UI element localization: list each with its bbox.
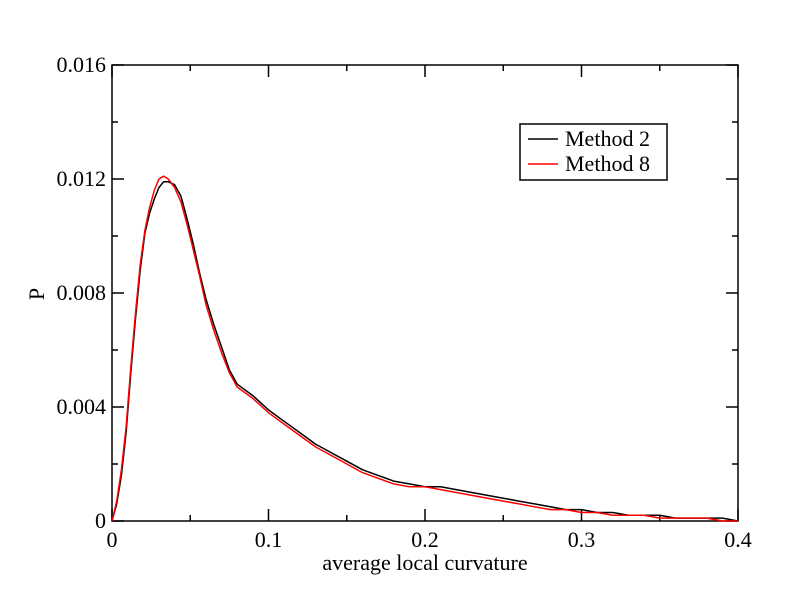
- y-tick-label: 0.008: [57, 280, 107, 305]
- x-tick-label: 0.1: [255, 527, 283, 552]
- x-tick-label: 0.4: [724, 527, 752, 552]
- x-tick-label: 0: [107, 527, 118, 552]
- plot-area: 0 0.1 0.2 0.3 0.4 0 0.004 0.008 0.012 0.016 Method…: [57, 52, 752, 552]
- x-axis-label: average local curvature: [322, 550, 527, 575]
- y-tick-label: 0.016: [57, 52, 107, 77]
- series-line-method-8: [111, 175, 738, 522]
- legend-box: [519, 123, 668, 181]
- x-tick-label: 0.3: [568, 527, 596, 552]
- legend-label-method-2: Method 2: [565, 126, 650, 151]
- y-tick-label: 0: [95, 508, 106, 533]
- y-axis-label: P: [24, 288, 49, 300]
- y-tick-label: 0.012: [57, 166, 107, 191]
- series-line-method-2: [111, 181, 739, 522]
- y-tick-label: 0.004: [57, 394, 107, 419]
- legend-label-method-8: Method 8: [565, 151, 650, 176]
- x-tick-label: 0.2: [411, 527, 439, 552]
